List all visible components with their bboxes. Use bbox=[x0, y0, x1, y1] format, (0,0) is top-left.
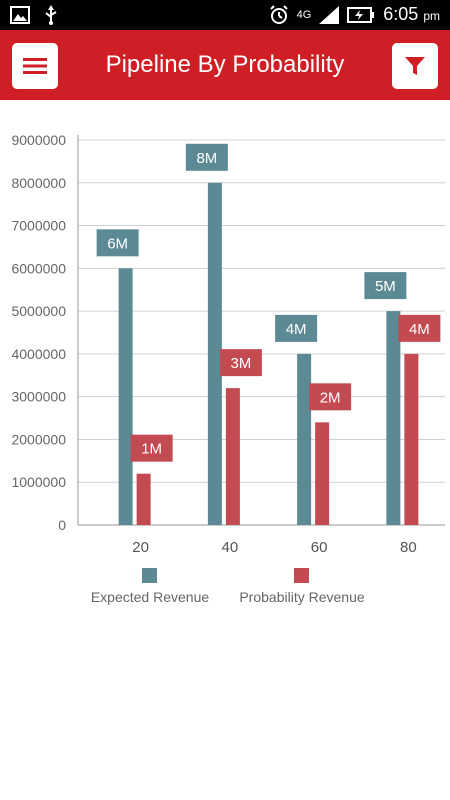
data-label: 3M bbox=[230, 355, 251, 372]
x-tick-label: 60 bbox=[311, 539, 328, 556]
legend-label: Probability Revenue bbox=[239, 589, 365, 605]
y-tick-label: 8000000 bbox=[11, 175, 66, 191]
status-bar: 4G 6:05 pm bbox=[0, 0, 450, 30]
x-tick-label: 80 bbox=[400, 539, 417, 556]
app-bar: Pipeline By Probability bbox=[0, 30, 450, 100]
usb-icon bbox=[45, 5, 57, 25]
data-label-box bbox=[398, 314, 441, 342]
data-label: 6M bbox=[107, 235, 128, 252]
data-label: 4M bbox=[286, 321, 307, 338]
data-label-box bbox=[275, 314, 318, 342]
y-tick-label: 2000000 bbox=[11, 431, 66, 447]
data-label-box bbox=[219, 349, 262, 377]
image-icon bbox=[10, 6, 30, 24]
alarm-icon bbox=[269, 4, 288, 24]
y-tick-label: 3000000 bbox=[11, 389, 66, 405]
y-tick-label: 7000000 bbox=[11, 218, 66, 234]
legend-swatch bbox=[142, 568, 157, 583]
y-tick-label: 6000000 bbox=[11, 260, 66, 276]
bar-expected bbox=[297, 353, 312, 525]
bar-probability bbox=[225, 388, 240, 525]
bar-expected bbox=[207, 182, 222, 525]
bar-probability bbox=[404, 353, 419, 525]
signal-icon bbox=[319, 5, 340, 24]
data-label-box bbox=[364, 272, 407, 300]
data-label-box bbox=[130, 434, 173, 462]
y-tick-label: 1000000 bbox=[11, 474, 66, 490]
bar-chart: 0 1000000 2000000 3000000 4000000 5000000 6000… bbox=[11, 132, 445, 605]
y-tick-label: 5000000 bbox=[11, 303, 66, 319]
battery-charging-icon bbox=[347, 6, 375, 23]
bar-expected bbox=[386, 311, 401, 525]
data-label: 8M bbox=[196, 150, 217, 167]
data-label: 5M bbox=[375, 278, 396, 295]
pipeline-chart: 0 1000000 2000000 3000000 4000000 5000000 6000… bbox=[0, 100, 450, 620]
legend-label: Expected Revenue bbox=[91, 589, 210, 605]
filter-icon bbox=[405, 57, 425, 75]
data-label: 2M bbox=[320, 389, 341, 406]
bar-probability bbox=[315, 422, 330, 525]
filter-button[interactable] bbox=[392, 43, 438, 89]
data-label-box bbox=[309, 383, 352, 411]
data-label-box bbox=[185, 143, 228, 171]
data-label: 1M bbox=[141, 441, 162, 458]
x-tick-label: 20 bbox=[132, 539, 149, 556]
clock: 6:05 pm bbox=[383, 4, 440, 24]
hamburger-icon bbox=[23, 58, 47, 74]
bar-expected bbox=[118, 268, 133, 525]
y-tick-label: 4000000 bbox=[11, 346, 66, 362]
data-label-box bbox=[96, 229, 139, 257]
bar-probability bbox=[136, 473, 151, 525]
x-tick-label: 40 bbox=[222, 539, 239, 556]
y-tick-label: 0 bbox=[58, 517, 66, 533]
menu-button[interactable] bbox=[12, 43, 58, 89]
legend-swatch bbox=[294, 568, 309, 583]
y-tick-label: 9000000 bbox=[11, 132, 66, 148]
data-label: 4M bbox=[409, 321, 430, 338]
page-title: Pipeline By Probability bbox=[105, 51, 345, 78]
network-type: 4G bbox=[296, 8, 312, 21]
